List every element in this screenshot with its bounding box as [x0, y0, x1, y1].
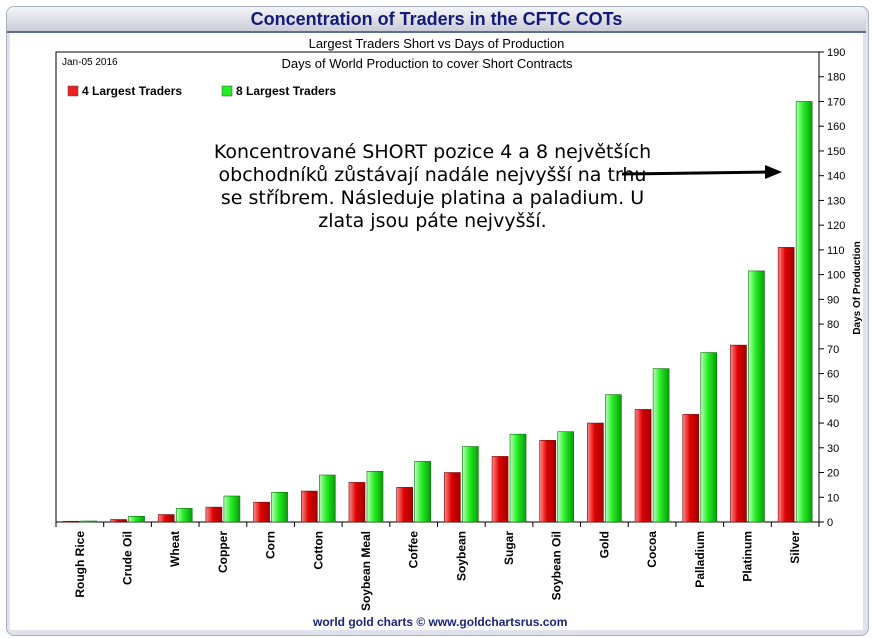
credit-text: world gold charts © www.goldchartsrus.co…	[313, 615, 568, 629]
x-axis: Rough Rice Crude Oil Wheat Copper Corn Cotton…	[55, 522, 820, 611]
x-tick-label: Palladium	[693, 531, 707, 588]
bar-8-largest	[175, 508, 193, 523]
bar-4-largest	[682, 414, 700, 523]
x-tick-label: Copper	[216, 531, 230, 573]
y-axis: 0 10 20 30 40 50 60 70 80 90 100 110 120 130 140 150 160…	[819, 47, 845, 529]
title-bar: Concentration of Traders in the CFTC COT…	[7, 7, 866, 33]
bar-4-largest	[634, 409, 652, 523]
chart-subtitle: Largest Traders Short vs Days of Product…	[308, 36, 565, 51]
bar-8-largest	[318, 474, 336, 523]
annotation-text: Koncentrované SHORT pozice 4 a 8 největš…	[213, 141, 652, 232]
bar-4-largest	[253, 501, 270, 523]
x-tick-label: Silver	[788, 531, 802, 564]
bar-4-largest	[587, 422, 604, 523]
y-tick-label: 0	[827, 517, 833, 529]
y-tick-label: 190	[827, 47, 845, 59]
y-tick-label: 180	[827, 72, 845, 84]
legend: 4 Largest Traders 8 Largest Traders	[67, 84, 336, 98]
y-tick-label: 170	[827, 96, 845, 108]
bar-8-largest	[557, 431, 575, 523]
x-tick-label: Wheat	[168, 531, 182, 567]
bar-4-largest	[348, 482, 366, 523]
bar-8-largest	[462, 446, 479, 523]
y-tick-label: 90	[827, 294, 839, 306]
y-tick-label: 10	[827, 492, 839, 504]
inner-title: Days of World Production to cover Short …	[282, 56, 573, 71]
x-tick-label: Cotton	[311, 531, 325, 570]
bar-4-largest	[444, 472, 461, 523]
y-tick-label: 80	[827, 319, 839, 331]
y-tick-label: 160	[827, 121, 845, 133]
x-tick-label: Rough Rice	[73, 531, 87, 598]
bar-8-largest	[414, 461, 431, 523]
bar-4-largest	[777, 247, 795, 523]
date-label: Jan-05 2016	[62, 57, 118, 68]
bar-8-largest	[605, 394, 622, 523]
bar-8-largest	[700, 352, 718, 523]
bar-8-largest	[652, 368, 670, 523]
bar-8-largest	[748, 270, 765, 523]
bar-8-largest	[366, 470, 384, 523]
x-tick-label: Crude Oil	[121, 531, 135, 585]
bar-4-largest	[396, 487, 413, 523]
x-tick-label: Coffee	[407, 531, 421, 569]
legend-label: 4 Largest Traders	[82, 84, 182, 98]
bars	[62, 101, 813, 523]
legend-label: 8 Largest Traders	[236, 84, 336, 98]
annotation-arrow	[621, 165, 782, 179]
bar-4-largest	[62, 520, 80, 523]
bar-4-largest	[300, 490, 318, 523]
y-tick-label: 30	[827, 443, 839, 455]
x-tick-label: Cocoa	[645, 531, 659, 568]
y-tick-label: 100	[827, 270, 845, 282]
bar-4-largest	[110, 519, 127, 523]
y-tick-label: 60	[827, 369, 839, 381]
y-tick-label: 140	[827, 171, 845, 183]
y-tick-label: 20	[827, 468, 839, 480]
y-axis-label: Days Of Production	[852, 241, 863, 334]
bar-8-largest	[795, 101, 813, 523]
bar-8-largest	[128, 516, 145, 523]
bar-4-largest	[157, 514, 175, 523]
legend-swatch	[67, 85, 79, 97]
bar-4-largest	[205, 506, 223, 523]
y-tick-label: 130	[827, 195, 845, 207]
bar-4-largest	[491, 456, 509, 523]
x-tick-label: Soybean Meal	[359, 531, 373, 611]
bar-4-largest	[539, 440, 557, 523]
y-tick-label: 150	[827, 146, 845, 158]
bar-8-largest	[271, 492, 288, 523]
bar-8-largest	[223, 495, 241, 523]
y-tick-label: 70	[827, 344, 839, 356]
x-tick-label: Sugar	[502, 531, 516, 565]
y-tick-label: 120	[827, 220, 845, 232]
chart-title: Concentration of Traders in the CFTC COT…	[250, 9, 623, 29]
legend-swatch	[221, 85, 233, 97]
x-tick-label: Gold	[597, 531, 611, 558]
y-tick-label: 110	[827, 245, 845, 257]
bar-8-largest	[80, 520, 98, 523]
x-tick-label: Soybean Oil	[550, 531, 564, 600]
x-tick-label: Corn	[264, 531, 278, 559]
bar-8-largest	[509, 433, 527, 523]
y-tick-label: 50	[827, 393, 839, 405]
x-tick-label: Soybean	[454, 531, 468, 581]
y-tick-label: 40	[827, 418, 839, 430]
bar-4-largest	[730, 344, 747, 523]
x-tick-label: Platinum	[740, 531, 754, 582]
